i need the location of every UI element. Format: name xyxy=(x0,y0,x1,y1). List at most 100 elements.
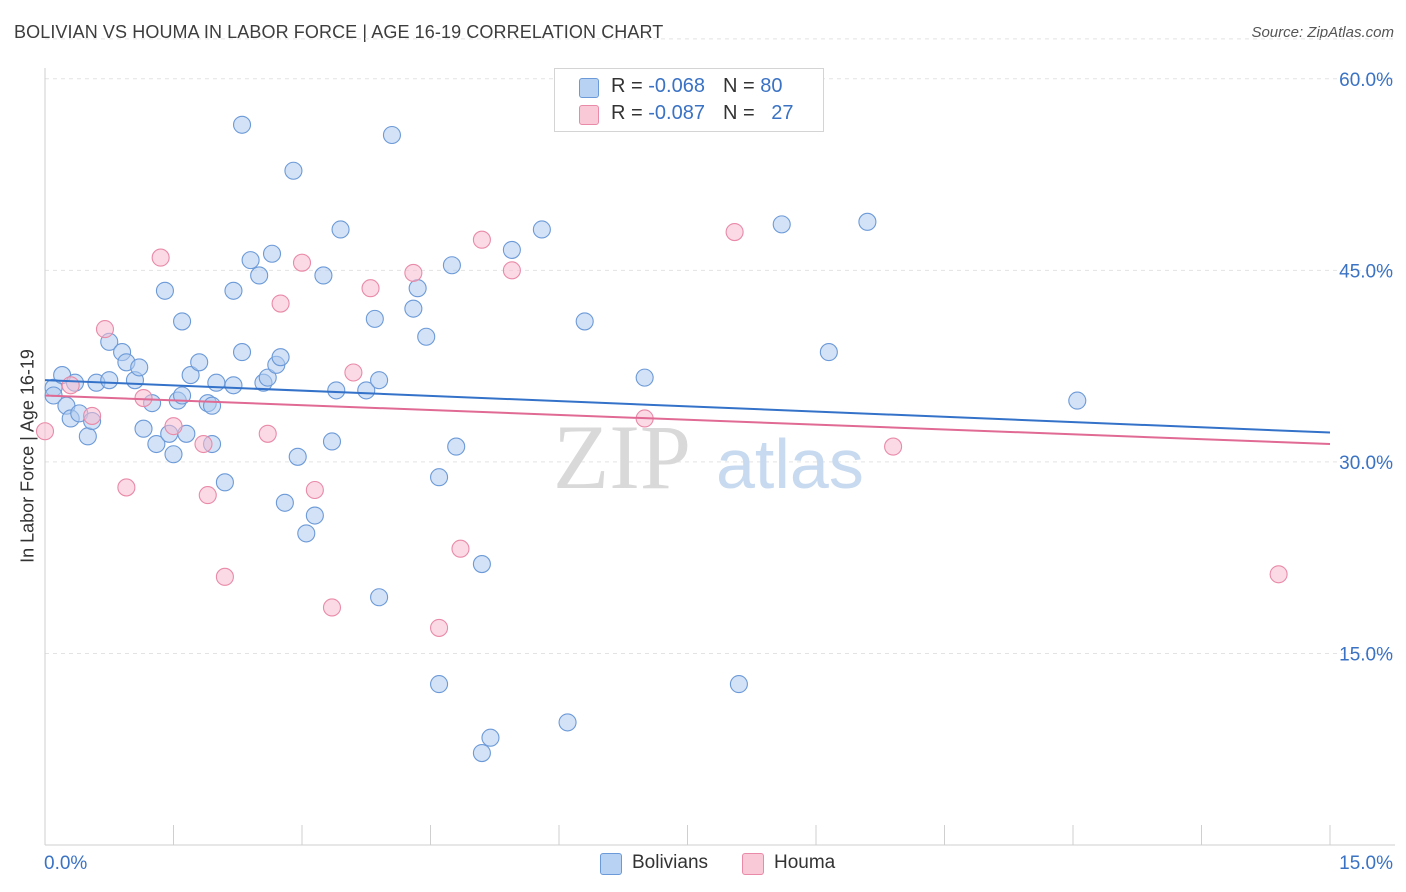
bolivian-point xyxy=(1068,391,1087,410)
bolivian-point xyxy=(173,312,192,331)
bolivian-point xyxy=(258,368,277,387)
y-tick-label: 15.0% xyxy=(1339,644,1393,665)
bolivian-point xyxy=(430,468,449,487)
legend-label-houma: Houma xyxy=(774,852,836,873)
houma-point xyxy=(430,618,449,637)
r-label: R = xyxy=(611,102,649,124)
bolivian-point xyxy=(357,381,376,400)
bolivian-point xyxy=(472,555,491,574)
bolivian-point xyxy=(382,125,402,145)
houma-point xyxy=(404,263,423,282)
bolivian-point xyxy=(729,675,748,694)
bolivian-point xyxy=(203,396,222,415)
r-value: -0.087 xyxy=(648,102,705,124)
bolivian-point xyxy=(262,244,282,263)
bolivian-point xyxy=(190,353,209,372)
bolivian-point xyxy=(331,220,350,239)
n-label: N = xyxy=(722,75,761,97)
bolivian-point xyxy=(130,358,149,377)
houma-point xyxy=(164,417,183,436)
bolivian-point xyxy=(232,115,252,134)
houma-point xyxy=(451,539,470,558)
bolivian-point xyxy=(370,588,389,607)
watermark-atlas: atlas xyxy=(716,425,864,503)
bolivian-point xyxy=(472,744,491,763)
bolivian-point xyxy=(322,432,342,451)
houma-point xyxy=(361,279,380,298)
houma-point xyxy=(198,486,217,505)
bolivian-point xyxy=(858,212,877,231)
trend-lines xyxy=(44,379,1331,446)
y-tick-label: 30.0% xyxy=(1339,453,1393,474)
bolivian-point xyxy=(241,251,260,270)
bolivian-point xyxy=(502,240,521,259)
bolivian-point xyxy=(327,381,346,400)
bolivian-point xyxy=(297,524,316,543)
legend-text-houma: R = -0.087 N = 27 xyxy=(611,102,793,125)
legend-label-bolivians: Bolivians xyxy=(632,852,709,873)
bolivian-point xyxy=(481,728,500,747)
legend-swatch-blue xyxy=(579,78,599,98)
n-label: N = xyxy=(722,102,761,124)
houma-point xyxy=(884,437,903,456)
bolivian-point xyxy=(370,371,389,390)
x-tick-label: 0.0% xyxy=(44,853,87,874)
houma-point xyxy=(215,567,234,586)
houma-point xyxy=(1269,565,1288,584)
bolivian-point xyxy=(558,713,577,732)
watermark: ZIP atlas xyxy=(553,406,864,508)
houma-point xyxy=(258,424,277,443)
bolivian-point xyxy=(305,506,324,525)
houma-point xyxy=(271,294,290,313)
legend-text-bolivians: R = -0.068 N = 80 xyxy=(611,75,782,98)
houma-point xyxy=(83,406,102,425)
houma-point xyxy=(725,222,744,242)
bolivian-point xyxy=(207,373,226,392)
houma-point xyxy=(292,253,312,272)
bolivian-point xyxy=(224,376,243,395)
houma-point xyxy=(194,434,213,454)
r-value: -0.068 xyxy=(648,75,705,97)
n-value: 80 xyxy=(760,75,783,97)
bolivian-point xyxy=(575,312,594,331)
bolivian-point xyxy=(284,161,303,180)
y-tick-label: 45.0% xyxy=(1339,261,1393,282)
houma-point xyxy=(35,422,55,441)
bolivian-point xyxy=(430,675,449,694)
bolivian-point xyxy=(442,256,461,275)
bolivian-point xyxy=(275,493,294,512)
houma-trend-line xyxy=(44,394,1331,446)
bolivian-point xyxy=(147,434,166,454)
bolivian-point xyxy=(232,343,252,362)
legend-swatch-blue xyxy=(600,853,622,875)
bolivian-point xyxy=(134,419,153,438)
bolivian-trend-line xyxy=(44,379,1331,434)
bolivian-point xyxy=(532,220,551,239)
legend-swatch-pink xyxy=(742,853,764,875)
houma-point xyxy=(322,598,342,617)
houma-point xyxy=(95,320,115,339)
n-value: 27 xyxy=(771,102,794,124)
bolivian-point xyxy=(181,366,200,385)
houma-point xyxy=(472,230,491,249)
bolivian-point xyxy=(288,447,307,466)
tick-labels: 15.0% 30.0% 45.0% 60.0% 0.0% 15.0% xyxy=(44,70,1393,874)
r-label: R = xyxy=(611,75,649,97)
y-axis-title: In Labor Force | Age 16-19 xyxy=(17,349,38,563)
bolivian-point xyxy=(819,343,838,362)
houma-point xyxy=(305,480,324,500)
bolivian-point xyxy=(271,348,290,367)
bolivian-point xyxy=(365,309,384,328)
axes xyxy=(44,68,1395,846)
source-label: Source: ZipAtlas.com xyxy=(1251,24,1394,41)
bolivian-point xyxy=(447,437,466,456)
houma-point xyxy=(151,248,170,267)
bolivian-point xyxy=(772,215,791,234)
bolivian-point xyxy=(78,427,97,446)
houma-point xyxy=(502,261,521,280)
bolivian-point xyxy=(250,266,269,285)
bolivian-point xyxy=(635,368,654,387)
bolivian-point xyxy=(314,266,333,285)
bolivian-point xyxy=(155,281,174,300)
